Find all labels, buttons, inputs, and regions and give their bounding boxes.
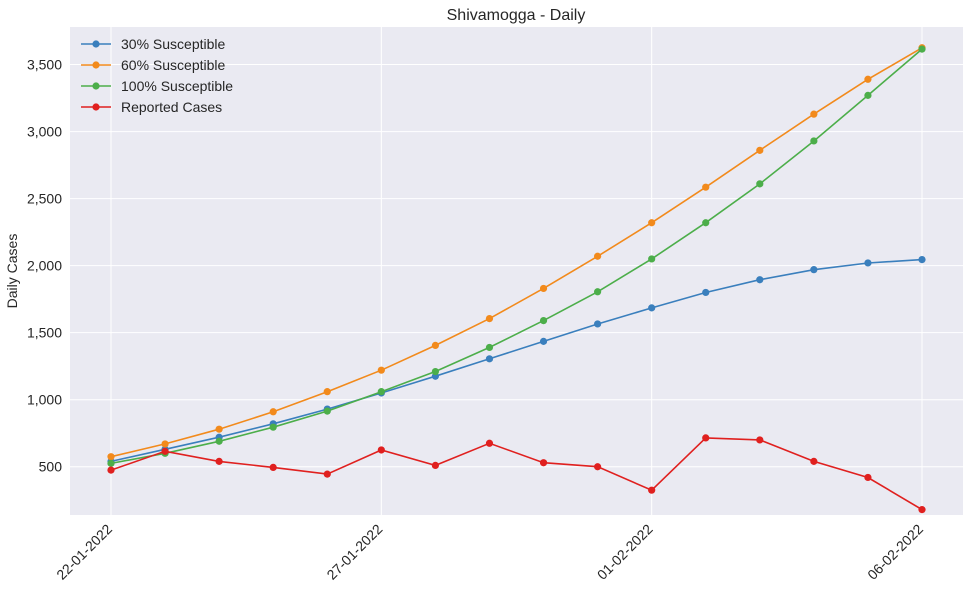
data-point	[648, 219, 656, 227]
data-point	[918, 256, 926, 264]
data-point	[269, 463, 277, 472]
chart-title: Shivamogga - Daily	[447, 7, 586, 24]
y-tick-label: 3,500	[27, 57, 62, 73]
data-point	[485, 343, 494, 352]
data-point	[810, 266, 818, 274]
data-point	[485, 439, 494, 447]
data-point	[539, 284, 548, 293]
legend-item: Reported Cases	[81, 99, 222, 115]
x-tick-labels: 22-01-2022 27-01-2022 01-02-2022 06-02-2022	[53, 521, 926, 583]
x-tick-label: 06-02-2022	[864, 521, 926, 583]
data-point	[594, 463, 602, 471]
data-point	[594, 288, 602, 296]
data-point	[756, 436, 764, 444]
data-point	[431, 461, 439, 469]
x-tick-label: 01-02-2022	[594, 521, 656, 583]
data-point	[431, 341, 439, 350]
series-reported-cases	[107, 434, 926, 514]
series-line	[110, 437, 923, 511]
legend-label: Reported Cases	[121, 99, 222, 115]
data-point	[107, 466, 115, 474]
data-point	[377, 366, 385, 374]
data-point	[431, 367, 439, 376]
data-point	[702, 434, 710, 442]
y-tick-label: 1,000	[27, 392, 62, 408]
data-point	[756, 180, 764, 188]
series-line	[110, 48, 923, 465]
data-point	[864, 75, 872, 83]
data-point	[810, 457, 818, 465]
data-point	[215, 425, 223, 433]
data-point	[377, 446, 385, 454]
data-point	[161, 447, 169, 455]
y-axis-label: Daily Cases	[4, 234, 20, 309]
data-point	[648, 304, 656, 312]
y-tick-labels: 500 1,000 1,500 2,000 2,500 3,000 3,500	[27, 57, 62, 475]
y-tick-label: 1,500	[27, 325, 62, 341]
data-point	[539, 337, 548, 345]
data-point	[702, 288, 710, 297]
data-point	[648, 255, 656, 263]
legend-marker	[92, 82, 100, 90]
x-tick-label: 22-01-2022	[53, 521, 115, 583]
data-point	[269, 408, 277, 416]
data-point	[161, 440, 169, 448]
legend-marker	[92, 61, 100, 69]
legend-item: 30% Susceptible	[81, 36, 226, 52]
data-point	[810, 110, 818, 118]
legend-label: 60% Susceptible	[121, 57, 226, 73]
data-point	[323, 407, 331, 415]
series-100-susceptible	[107, 45, 926, 467]
data-point	[648, 486, 656, 494]
y-tick-label: 500	[39, 459, 63, 475]
grid-lines	[70, 27, 963, 515]
data-point	[107, 459, 115, 467]
data-point	[594, 252, 602, 260]
data-point	[323, 388, 331, 396]
x-tick-label: 27-01-2022	[323, 521, 385, 583]
legend-item: 60% Susceptible	[81, 57, 226, 73]
legend-marker	[92, 40, 100, 48]
series-60-susceptible	[107, 44, 926, 461]
data-point	[539, 317, 548, 325]
legend-label: 100% Susceptible	[121, 78, 233, 94]
data-point	[323, 470, 331, 478]
data-point	[702, 183, 710, 191]
y-tick-label: 3,000	[27, 124, 62, 140]
legend: 30% Susceptible 60% Susceptible 100% Susce…	[81, 36, 233, 115]
series-group	[107, 44, 926, 514]
data-point	[485, 355, 494, 363]
data-point	[539, 459, 548, 467]
data-point	[756, 146, 764, 154]
legend-marker	[92, 103, 100, 111]
legend-label: 30% Susceptible	[121, 36, 226, 52]
data-point	[918, 506, 926, 514]
y-tick-label: 2,500	[27, 191, 62, 207]
data-point	[377, 388, 385, 396]
data-point	[107, 453, 115, 461]
series-line	[110, 258, 923, 463]
data-point	[864, 473, 872, 482]
data-point	[864, 91, 872, 99]
y-tick-label: 2,000	[27, 258, 62, 274]
data-point	[485, 314, 494, 323]
series-line	[110, 47, 923, 458]
data-point	[756, 276, 764, 284]
data-point	[269, 423, 277, 431]
data-point	[215, 457, 223, 465]
data-point	[918, 45, 926, 53]
legend-item: 100% Susceptible	[81, 78, 233, 94]
data-point	[864, 259, 872, 267]
data-point	[702, 219, 710, 227]
data-point	[810, 137, 818, 145]
data-point	[594, 320, 602, 328]
data-point	[215, 437, 223, 445]
